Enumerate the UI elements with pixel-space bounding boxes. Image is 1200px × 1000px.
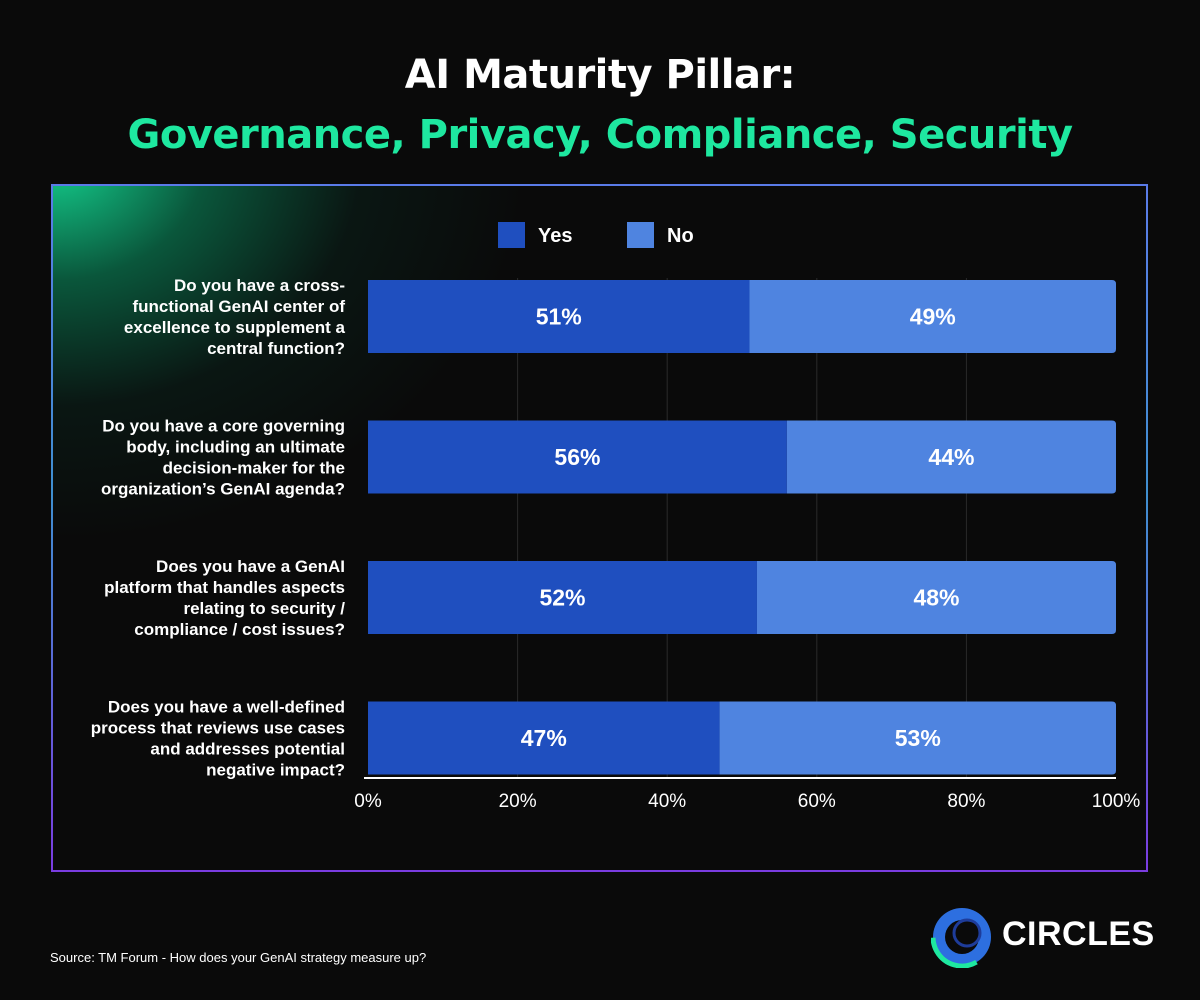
bar-segment-no <box>756 561 1116 634</box>
category-label-line: and addresses potential <box>150 740 345 759</box>
x-tick-label: 0% <box>354 791 382 812</box>
circles-logo <box>931 906 994 968</box>
category-label-line: Does you have a GenAI <box>156 557 345 576</box>
brand-name: CIRCLES <box>1002 915 1155 953</box>
legend-no-swatch <box>627 222 654 248</box>
x-tick-label: 20% <box>499 791 537 812</box>
legend-no-label: No <box>667 225 694 247</box>
page-subtitle: Governance, Privacy, Compliance, Securit… <box>127 112 1073 158</box>
bar-segment-no <box>749 280 1116 353</box>
circles-logo-icon <box>931 906 994 968</box>
bar-segment-yes <box>368 561 757 634</box>
category-label-line: Do you have a core governing <box>102 417 345 436</box>
category-label-line: Do you have a cross- <box>174 276 345 295</box>
data-label: 47% <box>521 725 567 751</box>
data-label: 49% <box>910 304 956 330</box>
bar-segment-yes <box>368 280 750 353</box>
category-label-line: functional GenAI center of <box>132 297 345 316</box>
category-label-line: compliance / cost issues? <box>134 620 345 639</box>
category-label: Does you have a well-defined process that… <box>91 698 345 780</box>
category-label-line: central function? <box>207 339 345 358</box>
legend-yes-label: Yes <box>538 225 572 247</box>
data-label: 52% <box>539 585 585 611</box>
category-label: Do you have a cross-functional GenAI cen… <box>124 276 346 358</box>
category-label: Do you have a core governing body, includ… <box>101 417 345 499</box>
bar-segment-yes <box>368 701 720 775</box>
category-label-line: relating to security / <box>183 599 345 618</box>
category-label-line: organization’s GenAI agenda? <box>101 480 345 499</box>
bar-segment-no <box>786 420 1116 494</box>
category-label-line: body, including an ultimate <box>126 438 345 457</box>
data-label: 44% <box>928 444 974 470</box>
category-label-line: decision-maker for the <box>163 459 345 478</box>
category-label-line: excellence to supplement a <box>124 318 346 337</box>
category-label-line: process that reviews use cases <box>91 719 345 738</box>
x-tick-label: 60% <box>798 791 836 812</box>
page-title: AI Maturity Pillar: <box>404 52 796 98</box>
category-label-line: Does you have a well-defined <box>108 698 345 717</box>
x-tick-label: 40% <box>648 791 686 812</box>
bar-segment-yes <box>368 420 787 494</box>
data-label: 56% <box>554 444 600 470</box>
x-tick-label: 100% <box>1092 791 1141 812</box>
data-label: 51% <box>536 304 582 330</box>
bar-segment-no <box>719 701 1116 775</box>
source-note: Source: TM Forum - How does your GenAI s… <box>50 950 427 965</box>
category-label-line: platform that handles aspects <box>104 578 345 597</box>
data-label: 53% <box>895 725 941 751</box>
data-label: 48% <box>913 585 959 611</box>
category-label: Does you have a GenAI platform that handl… <box>104 557 345 639</box>
x-tick-label: 80% <box>947 791 985 812</box>
category-label-line: negative impact? <box>206 761 345 780</box>
legend-yes-swatch <box>498 222 525 248</box>
